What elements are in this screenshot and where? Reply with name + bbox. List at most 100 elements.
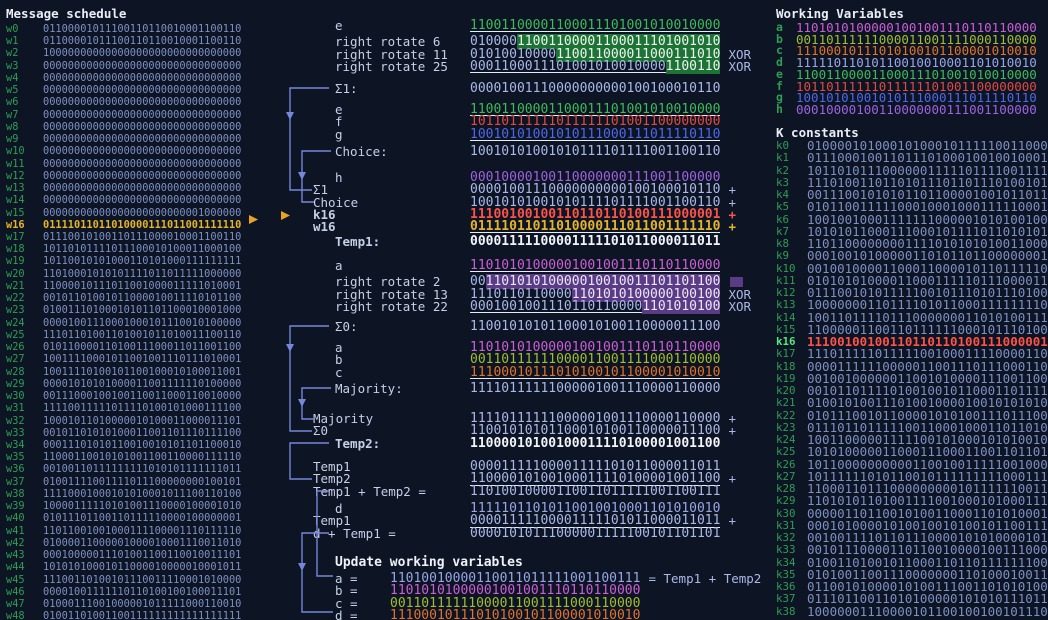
k-row-k38: k38 10000001110000101100100100101110 bbox=[776, 605, 1048, 618]
row-value: 00001111100001111101011000011011 bbox=[470, 513, 721, 529]
row-operator: + bbox=[728, 471, 736, 487]
k-row-k19: k19 00100100000011001010000111001100 bbox=[776, 372, 1048, 385]
row-value: 11000010111011001000011111010001 bbox=[43, 279, 242, 292]
row-label: Majority bbox=[313, 411, 374, 426]
row-value: 00010010011101101100001101010100 bbox=[470, 298, 721, 314]
row-label: k13 bbox=[776, 298, 796, 312]
k-row-k4: k4 00111001010101101100001001011011 bbox=[776, 187, 1048, 202]
row-value: 01100001011100110110010001100110 bbox=[43, 35, 242, 48]
value-rotated-bits: 11001100001100011101001010 bbox=[516, 34, 721, 50]
row-label: right rotate 6 bbox=[335, 34, 441, 50]
row-label: h bbox=[335, 170, 343, 185]
computation-row-right-rotate-11: right rotate 11 0101001000011001100001100… bbox=[283, 46, 773, 62]
row-label: w46 bbox=[6, 585, 25, 598]
value-plain-bits: 1110110110000 bbox=[470, 286, 572, 302]
row-label: w15 bbox=[6, 206, 25, 219]
row-value: 11011000000001111010101010011000 bbox=[807, 236, 1048, 251]
row-label: w38 bbox=[6, 487, 25, 500]
k-row-k27: k27 10111111010110010111111111000111 bbox=[776, 470, 1048, 483]
row-label: k11 bbox=[776, 273, 796, 287]
wv-row-e: e 11001100001100011101001010010000 bbox=[776, 66, 1037, 82]
row-value: 00000000000000000000000000000000 bbox=[43, 59, 242, 72]
row-value: 01100101000010100111001101010100 bbox=[807, 579, 1048, 594]
row-label: k9 bbox=[776, 249, 790, 263]
schedule-row-w39: w39 10000111110101001110000100001010 bbox=[6, 500, 241, 512]
row-label: c bbox=[335, 364, 343, 380]
row-label: w36 bbox=[6, 463, 25, 476]
row-value: 00000000000000000000000000000000 bbox=[43, 157, 242, 170]
computation-row-temp1-: Temp1: 00001111100001111101011000011011 bbox=[283, 235, 773, 248]
row-label: k24 bbox=[776, 433, 796, 446]
row-label: w6 bbox=[6, 96, 19, 109]
row-value: 11010010000110011011111001100111 bbox=[390, 571, 641, 586]
row-label: a bbox=[335, 258, 343, 273]
schedule-row-w38: w38 11110001000101010001011100110100 bbox=[6, 488, 241, 500]
computation-row-w16: w16 01111011011010000111011001111110 + bbox=[283, 220, 773, 234]
row-label: w40 bbox=[6, 512, 25, 525]
k-row-k9: k9 00010010100000110101101100000001 bbox=[776, 249, 1048, 263]
schedule-row-w40: w40 01011101100110111110000100000001 bbox=[6, 512, 241, 524]
row-value: 11100010111010100101100001010010 bbox=[796, 43, 1037, 59]
row-value: 00000000000000000000000000000000 bbox=[43, 169, 242, 182]
k-row-k8: k8 11011000000001111010101010011000 bbox=[776, 236, 1048, 251]
row-label: w14 bbox=[6, 194, 25, 207]
row-value: 00000000000000000000000000000000 bbox=[43, 133, 242, 146]
row-value: 11011001001000111100001110111110 bbox=[43, 524, 242, 537]
wv-row-f: f 10110111111011111101001100000000 bbox=[776, 80, 1037, 93]
row-label: w4 bbox=[6, 71, 19, 84]
row-label: k33 bbox=[776, 543, 796, 557]
k-row-k34: k34 01001101001011000110110111111100 bbox=[776, 556, 1048, 569]
computation-row-a-: a = 11010010000110011011111001100111 = Tem… bbox=[283, 571, 773, 586]
row-value: 10110010101000110101000111111111 bbox=[43, 255, 242, 268]
row-value: 10010101001010111101111001100110 bbox=[470, 194, 721, 210]
computation-row-e: e 11001100001100011101001010010000 bbox=[283, 19, 773, 33]
schedule-row-w11: w11 00000000000000000000000000000000 bbox=[6, 158, 241, 170]
row-value: 00001111100001111101011000011011 bbox=[470, 459, 721, 474]
row-label: e bbox=[776, 66, 783, 81]
schedule-row-w17: w17 01110010100110111000010001100110 bbox=[6, 231, 241, 243]
k-row-k16: k16 11100100100110110110100111000001 bbox=[776, 335, 1048, 348]
row-label: w41 bbox=[6, 524, 25, 537]
value-rotated-bits: 1100110 bbox=[665, 58, 721, 74]
computation-row-majority-: Majority: 1111011111100000100111000011000… bbox=[283, 380, 773, 396]
wv-row-g: g 10010101001010111000111011110110 bbox=[776, 92, 1037, 104]
row-value: 11110111111000001001110000110000 bbox=[470, 380, 721, 396]
schedule-row-w45: w45 11100110100101110011110001010000 bbox=[6, 574, 241, 586]
computation-row-b: b 00110111111000011001111000110000 bbox=[283, 353, 773, 366]
working-variables-title: Working Variables bbox=[776, 6, 904, 21]
wv-row-b: b 00110111111000011001111000110000 bbox=[776, 31, 1037, 47]
row-label: w26 bbox=[6, 341, 25, 354]
row-value: 10110101111011100010100011000100 bbox=[43, 243, 242, 256]
k-row-k13: k13 10000000110111101011000111111110 bbox=[776, 298, 1048, 312]
row-value: 00000000000000000000000000000000 bbox=[43, 96, 242, 109]
computation-row-e: e 11001100001100011101001010010000 bbox=[283, 103, 773, 117]
row-value: 11001100001100011101001010010000 bbox=[796, 66, 1037, 82]
row-label: w45 bbox=[6, 573, 25, 586]
row-value: 00111001010101101100001001011011 bbox=[807, 187, 1048, 202]
row-label: w8 bbox=[6, 120, 19, 133]
row-value: 11100100100110110110100111000001 bbox=[470, 206, 721, 222]
row-label: Temp1 + Temp2 = bbox=[313, 483, 426, 499]
schedule-row-w47: w47 01000111001000001011111000110010 bbox=[6, 598, 241, 610]
computation-row--0-: Σ0: 11001010101100010100110000011100 bbox=[283, 320, 773, 333]
row-value: 10101010001011000010000010001011 bbox=[43, 561, 242, 574]
row-label: g bbox=[776, 90, 783, 105]
k-row-k10: k10 00100100001100011000010110111110 bbox=[776, 262, 1048, 275]
row-value: 01100001011100110110010001100110 bbox=[43, 23, 242, 35]
row-value: 01110010101111100101110101110100 bbox=[807, 285, 1048, 300]
row-label: w19 bbox=[6, 255, 25, 268]
row-value: 01110001001101110100010010010001 bbox=[807, 150, 1048, 166]
row-value: 11110001000101010001011100110100 bbox=[43, 487, 242, 500]
row-value: 00110111111000011001111000110000 bbox=[796, 31, 1037, 47]
row-label: w33 bbox=[6, 426, 25, 439]
row-label: w12 bbox=[6, 169, 25, 182]
row-label: k30 bbox=[776, 506, 796, 520]
row-value: 11100010111010100101100001010010 bbox=[390, 607, 641, 620]
k-constants-title: K constants bbox=[776, 125, 859, 140]
row-value: 00110111111000011001111000110000 bbox=[390, 595, 641, 611]
schedule-row-w43: w43 00010000011101001100110010011101 bbox=[6, 549, 241, 561]
row-label: w27 bbox=[6, 353, 25, 366]
k-row-k32: k32 00100111101101110000101010000101 bbox=[776, 531, 1048, 544]
row-label: w20 bbox=[6, 267, 25, 280]
